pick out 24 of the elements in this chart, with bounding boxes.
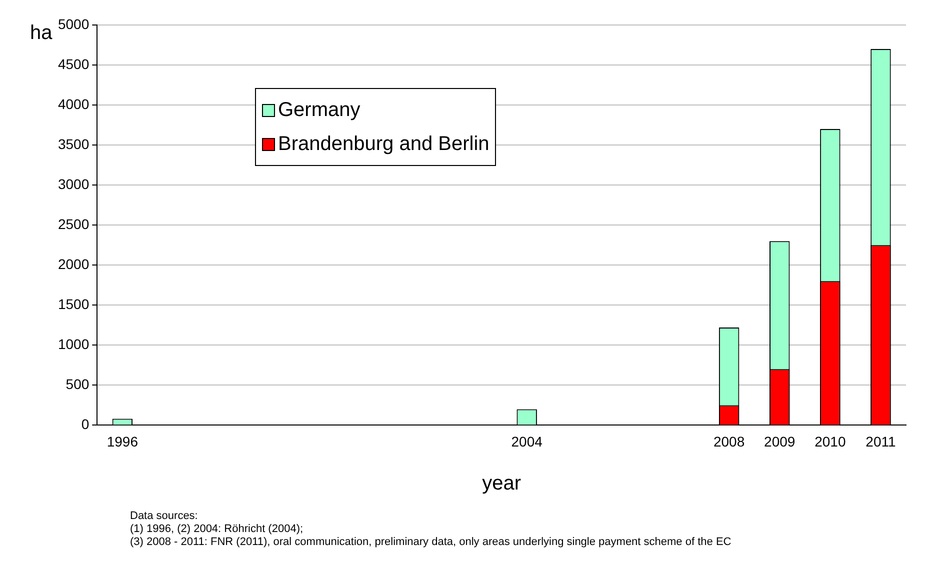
y-tick-label: 3500 (58, 136, 90, 152)
x-axis-title: year (482, 472, 522, 495)
x-tick-label: 1996 (106, 433, 138, 450)
x-tick-label: 2009 (764, 433, 796, 450)
x-tick-label: 2004 (511, 433, 543, 450)
legend-label: Brandenburg and Berlin (278, 132, 490, 156)
y-tick-label: 5000 (58, 16, 90, 32)
y-tick-label: 4000 (58, 96, 90, 112)
y-tick-label: 2500 (58, 216, 90, 232)
text: Data sources: (130, 510, 199, 523)
y-tick-label: 3000 (58, 176, 90, 192)
text: (1) 1996, (2) 2004: Röhricht (2004); (130, 523, 304, 536)
y-tick-label: 0 (81, 416, 90, 432)
y-axis-title: ha (30, 22, 52, 45)
x-tick-label: 2011 (866, 433, 896, 450)
x-tick-label: 2010 (814, 433, 846, 450)
y-tick-label: 500 (66, 376, 90, 392)
text: (3) 2008 - 2011: FNR (2011), oral communication, preliminary data, only areas underlying single payment scheme of the EC (130, 536, 732, 549)
y-tick-label: 1500 (58, 296, 90, 312)
x-tick-label: 2008 (713, 433, 745, 450)
legend-label: Germany (278, 98, 360, 122)
y-tick-label: 1000 (58, 336, 90, 352)
y-tick-label: 2000 (58, 256, 90, 272)
y-tick-label: 4500 (58, 56, 90, 72)
